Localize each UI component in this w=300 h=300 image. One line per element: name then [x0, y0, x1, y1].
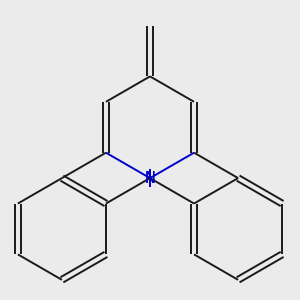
Text: N: N [145, 171, 155, 186]
Text: N: N [145, 171, 155, 186]
